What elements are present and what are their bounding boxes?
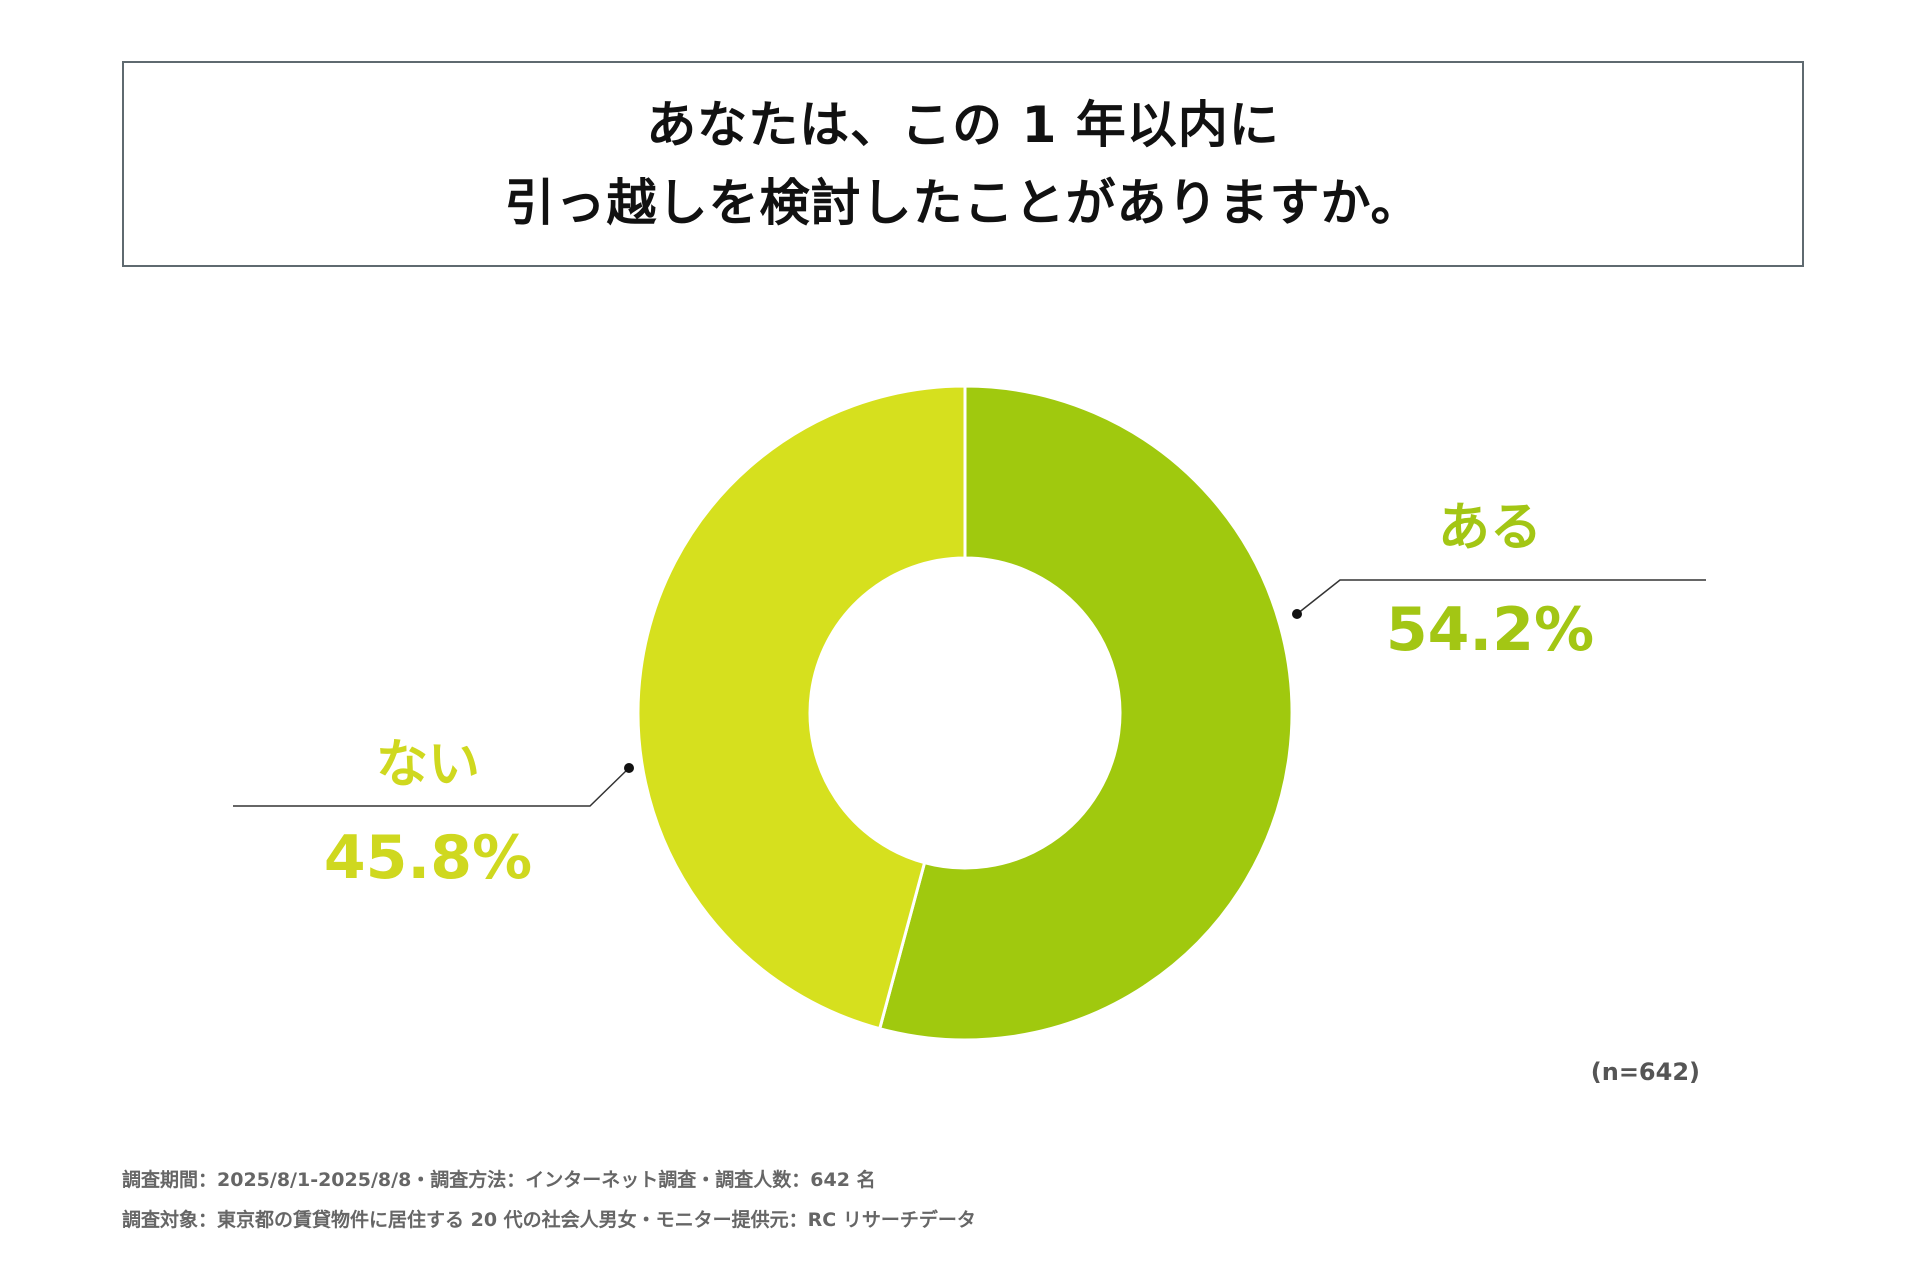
slice-value-aru: 54.2% bbox=[1386, 595, 1594, 665]
footnote-survey-period: 調査期間：2025/8/1-2025/8/8・調査方法：インターネット調査・調査… bbox=[122, 1169, 876, 1191]
slice-value-nai: 45.8% bbox=[324, 823, 532, 893]
title-line-1: あなたは、この 1 年以内に bbox=[646, 96, 1280, 154]
donut-slice-nai bbox=[636, 384, 967, 1031]
title-line-2: 引っ越しを検討したことがありますか。 bbox=[504, 174, 1422, 232]
slice-label-nai: ない bbox=[376, 735, 480, 795]
sample-size-label: (n=642) bbox=[1590, 1058, 1700, 1086]
leader-aru bbox=[1296, 579, 1706, 615]
slice-label-aru: ある bbox=[1438, 498, 1542, 558]
leader-lines bbox=[233, 579, 1706, 807]
leader-nai bbox=[233, 767, 630, 807]
footnote-survey-target: 調査対象：東京都の賃貸物件に居住する 20 代の社会人男女・モニター提供元：RC… bbox=[122, 1209, 976, 1231]
title-box: あなたは、この 1 年以内に 引っ越しを検討したことがありますか。 bbox=[122, 61, 1804, 267]
leader-nai-dot bbox=[624, 763, 634, 773]
leader-aru-dot bbox=[1292, 609, 1302, 619]
donut-slices bbox=[636, 384, 1294, 1042]
donut-slice-aru bbox=[877, 384, 1294, 1042]
